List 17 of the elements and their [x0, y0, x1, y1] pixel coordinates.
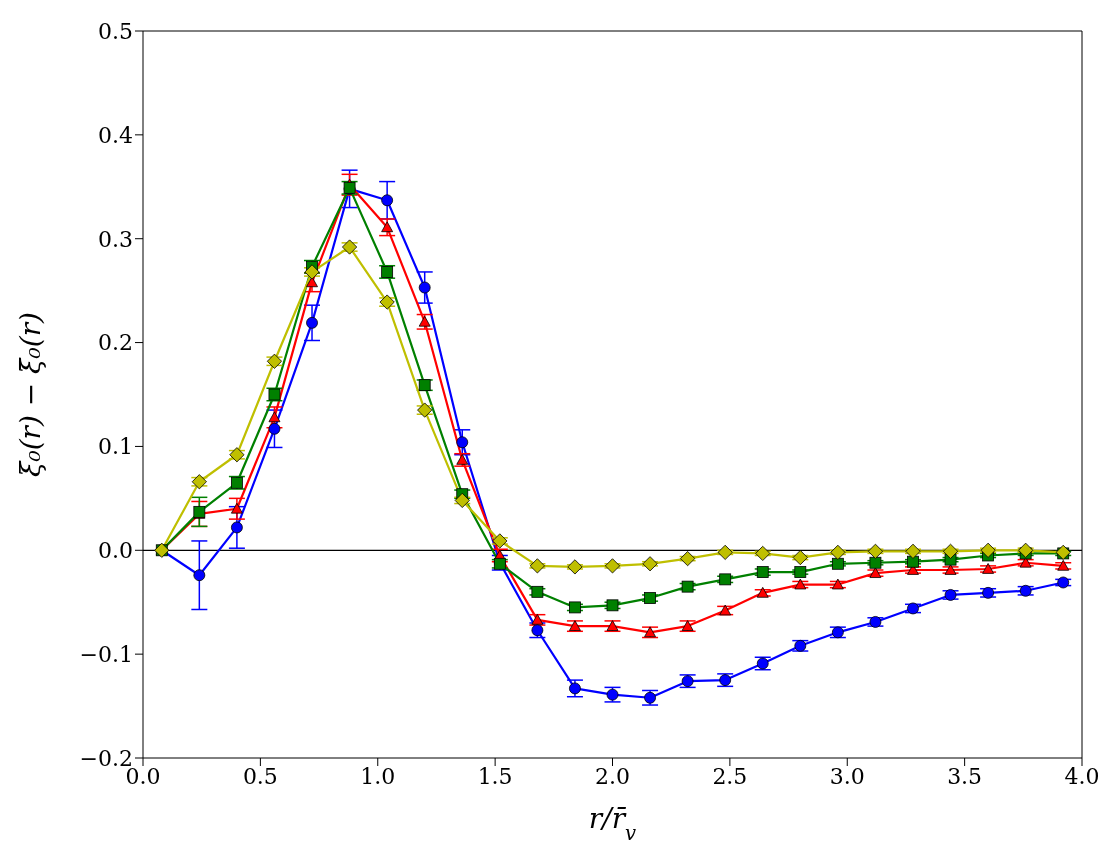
y-tick-label: 0.0 — [98, 538, 133, 564]
x-tick-label: 3.5 — [947, 763, 983, 789]
y-tick-label: 0.4 — [98, 122, 133, 148]
x-tick-label: 0.5 — [242, 763, 278, 789]
x-tick-label: 1.0 — [360, 763, 396, 789]
x-tick-label: 4.0 — [1064, 763, 1100, 789]
y-tick-label: 0.1 — [98, 434, 133, 460]
y-tick-label: 0.5 — [98, 18, 133, 44]
x-axis-title: r/r̄$_{v}$ — [588, 802, 637, 845]
x-tick-label: 3.0 — [829, 763, 865, 789]
x-tick-label: 1.5 — [477, 763, 513, 789]
y-axis-title: ξ₀(r) − ξ̄₀(r) — [14, 311, 47, 478]
y-tick-label: 0.3 — [98, 226, 133, 252]
x-tick-label: 2.0 — [595, 763, 630, 789]
y-tick-label: 0.2 — [98, 330, 133, 356]
y-tick-label: −0.1 — [79, 641, 133, 667]
x-tick-label: 2.5 — [712, 763, 748, 789]
